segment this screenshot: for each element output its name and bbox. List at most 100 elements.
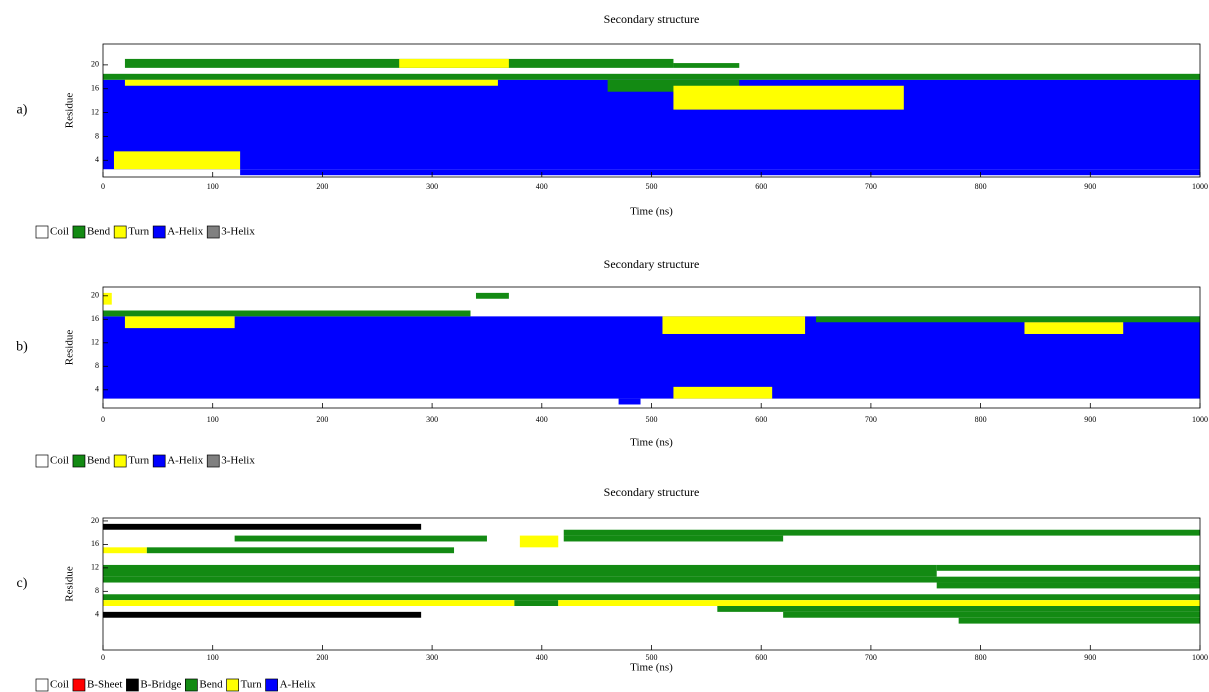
legend-swatch xyxy=(265,678,278,692)
y-tick-label: 12 xyxy=(91,107,99,116)
panel-label: b) xyxy=(16,340,28,355)
legend-swatch xyxy=(113,225,127,239)
structure-segment xyxy=(103,292,112,305)
x-tick-label: 0 xyxy=(101,415,105,424)
chart-title: Secondary structure xyxy=(604,257,700,271)
legend-label: Bend xyxy=(87,455,111,467)
legend-swatch xyxy=(35,678,49,692)
legend-swatch xyxy=(152,454,166,468)
legend-label: A-Helix xyxy=(280,679,317,691)
structure-segment xyxy=(783,611,1200,618)
structure-segment xyxy=(103,600,515,606)
structure-segment xyxy=(103,316,1200,399)
structure-segment xyxy=(103,611,422,618)
panel-label: c) xyxy=(17,576,28,591)
y-tick-label: 20 xyxy=(91,60,99,69)
x-axis-label: Time (ns) xyxy=(630,206,673,218)
x-tick-label: 300 xyxy=(426,182,438,191)
structure-segment xyxy=(103,564,937,577)
legend-label: 3-Helix xyxy=(221,226,255,238)
legend-label: Bend xyxy=(199,679,223,691)
x-tick-label: 800 xyxy=(975,182,987,191)
x-tick-label: 700 xyxy=(865,182,877,191)
structure-segment xyxy=(103,594,1200,601)
legend-label: Turn xyxy=(128,226,149,238)
legend-label: Turn xyxy=(128,455,149,467)
structure-segment xyxy=(673,386,773,399)
structure-segment xyxy=(618,398,641,405)
chart-title: Secondary structure xyxy=(604,12,700,26)
legend-label: Coil xyxy=(50,226,69,238)
legend-swatch xyxy=(185,678,198,692)
structure-segment xyxy=(124,316,235,329)
structure-segment xyxy=(936,564,1200,571)
legend-swatch xyxy=(35,454,49,468)
structure-segment xyxy=(1024,322,1124,334)
legend-label: B-Sheet xyxy=(87,679,122,691)
y-tick-label: 16 xyxy=(91,539,99,548)
legend-swatch xyxy=(206,454,220,468)
y-axis-label: Residue xyxy=(64,330,76,366)
structure-segment xyxy=(673,85,904,110)
legend-label: Coil xyxy=(50,455,69,467)
legend-swatch xyxy=(206,225,220,239)
x-tick-label: 0 xyxy=(101,182,105,191)
x-tick-label: 200 xyxy=(316,182,328,191)
x-tick-label: 500 xyxy=(646,653,658,662)
structure-segment xyxy=(103,547,147,554)
legend-swatch xyxy=(126,678,139,692)
x-axis-label: Time (ns) xyxy=(630,662,673,674)
x-tick-label: 400 xyxy=(536,415,548,424)
x-tick-label: 900 xyxy=(1084,182,1096,191)
x-tick-label: 100 xyxy=(207,182,219,191)
legend-swatch xyxy=(72,678,86,692)
x-tick-label: 800 xyxy=(975,415,987,424)
structure-segment xyxy=(475,292,509,299)
structure-segment xyxy=(103,310,471,317)
structure-segment xyxy=(103,523,422,530)
y-tick-label: 12 xyxy=(91,563,99,572)
x-tick-label: 900 xyxy=(1084,415,1096,424)
y-tick-label: 20 xyxy=(91,516,99,525)
x-tick-label: 0 xyxy=(101,653,105,662)
x-axis-label: Time (ns) xyxy=(630,437,673,449)
structure-segment xyxy=(514,600,559,606)
x-tick-label: 100 xyxy=(207,653,219,662)
y-tick-label: 8 xyxy=(95,361,99,370)
x-tick-label: 600 xyxy=(755,182,767,191)
structure-segment xyxy=(103,79,1200,170)
legend-label: Bend xyxy=(87,226,111,238)
structure-segment xyxy=(558,600,1200,606)
y-tick-label: 20 xyxy=(91,291,99,300)
legend-label: A-Helix xyxy=(167,455,204,467)
structure-segment xyxy=(717,606,1200,612)
x-tick-label: 600 xyxy=(755,415,767,424)
x-tick-label: 400 xyxy=(536,653,548,662)
y-tick-label: 8 xyxy=(95,131,99,140)
legend-swatch xyxy=(72,454,86,468)
structure-segment xyxy=(662,316,806,334)
y-axis-label: Residue xyxy=(64,566,76,602)
structure-segment xyxy=(146,547,455,554)
x-tick-label: 100 xyxy=(207,415,219,424)
structure-segment xyxy=(563,529,1200,536)
structure-segment xyxy=(113,151,241,170)
structure-segment xyxy=(563,535,784,542)
x-tick-label: 1000 xyxy=(1192,182,1208,191)
x-tick-label: 1000 xyxy=(1192,415,1208,424)
legend-swatch xyxy=(113,454,127,468)
chart-title: Secondary structure xyxy=(604,485,700,499)
legend-label: B-Bridge xyxy=(140,679,181,691)
y-tick-label: 4 xyxy=(95,385,99,394)
structure-segment xyxy=(240,169,1200,176)
legend-label: A-Helix xyxy=(167,226,204,238)
structure-segment xyxy=(124,79,498,86)
x-tick-label: 200 xyxy=(316,653,328,662)
x-tick-label: 500 xyxy=(646,415,658,424)
structure-segment xyxy=(816,316,1200,323)
structure-segment xyxy=(936,582,1200,589)
x-tick-label: 200 xyxy=(316,415,328,424)
structure-segment xyxy=(103,576,1200,583)
x-tick-label: 900 xyxy=(1084,653,1096,662)
